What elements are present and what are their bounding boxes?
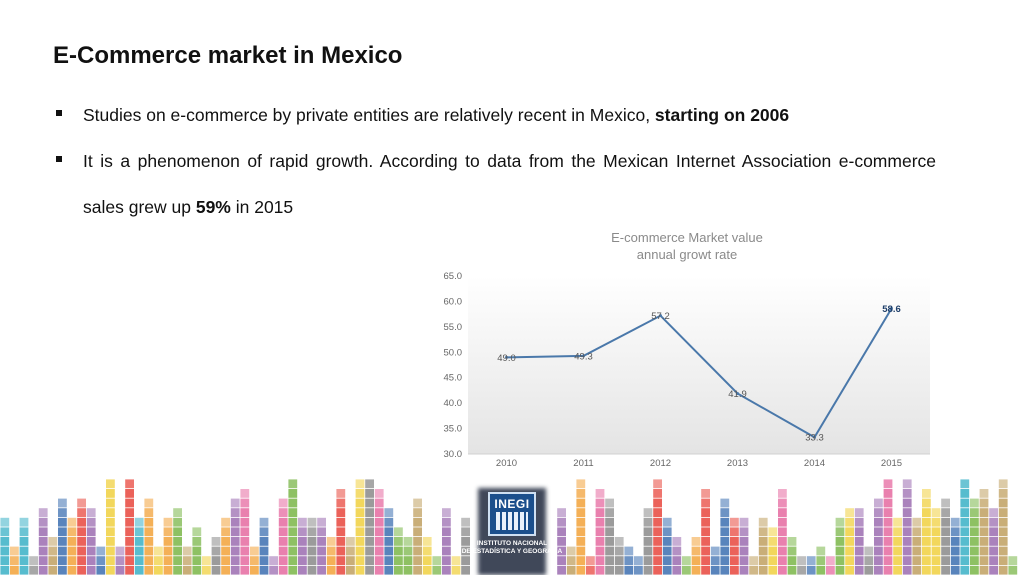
logo-caption-line1: INSTITUTO NACIONAL: [476, 540, 548, 547]
bullet-item: It is a phenomenon of rapid growth. Acco…: [53, 138, 936, 230]
x-tick-label: 2013: [727, 458, 748, 469]
bullet-text: It is a phenomenon of rapid growth. Acco…: [83, 151, 936, 217]
y-tick-label: 45.0: [444, 373, 463, 384]
data-point: [890, 307, 893, 311]
series-path: [506, 308, 893, 439]
inegi-logo: INEGI INSTITUTO NACIONAL DE ESTADÍSTICA …: [458, 488, 566, 575]
y-tick-label: 60.0: [444, 296, 463, 307]
y-axis: 30.0 35.0 40.0 45.0 50.0 55.0 60.0 65.0: [444, 271, 463, 460]
data-labels: 49.0 49.3 57.2 41.9 33.3 58.6: [497, 304, 901, 444]
chart-title: E-commerce Market value: [611, 230, 763, 245]
data-point: [813, 435, 816, 439]
logo-mark: INEGI: [488, 492, 536, 536]
bullet-emphasis: 59%: [195, 197, 231, 217]
bullet-item: Studies on e-commerce by private entitie…: [53, 92, 936, 138]
growth-line-chart: E-commerce Market value annual growt rat…: [444, 230, 930, 469]
data-label: 33.3: [805, 433, 824, 444]
data-point: [505, 355, 508, 359]
bullet-text: Studies on e-commerce by private entitie…: [83, 105, 655, 125]
x-tick-label: 2010: [496, 458, 517, 469]
bullet-tail: in 2015: [230, 197, 294, 217]
y-tick-label: 35.0: [444, 424, 463, 435]
y-tick-label: 50.0: [444, 347, 463, 358]
bullet-list: Studies on e-commerce by private entitie…: [53, 92, 936, 230]
y-tick-label: 65.0: [444, 271, 463, 282]
y-tick-label: 55.0: [444, 322, 463, 333]
plot-area: [468, 276, 930, 454]
logo-caption-line2: DE ESTADÍSTICA Y GEOGRAFÍA: [461, 548, 563, 555]
x-tick-label: 2015: [881, 458, 902, 469]
data-label: 58.6: [882, 304, 901, 315]
data-label: 49.0: [497, 353, 516, 364]
x-tick-label: 2012: [650, 458, 671, 469]
bullet-emphasis: starting on 2006: [654, 105, 790, 125]
data-label: 49.3: [574, 351, 593, 362]
data-point: [582, 354, 585, 358]
y-tick-label: 30.0: [444, 449, 463, 460]
decorative-pixel-band: [0, 479, 1018, 575]
logo-wordmark: INEGI: [494, 497, 530, 511]
data-point: [736, 391, 739, 395]
data-point: [659, 314, 662, 318]
x-tick-label: 2011: [573, 458, 593, 469]
x-axis: 2010 2011 2012 2013 2014 2015: [468, 453, 930, 469]
slide-title: E-Commerce market in Mexico: [53, 42, 403, 69]
logo-caption: INSTITUTO NACIONAL DE ESTADÍSTICA Y GEOG…: [458, 540, 566, 556]
data-label: 57.2: [651, 311, 670, 322]
chart-subtitle: annual growt rate: [637, 247, 737, 262]
y-tick-label: 40.0: [444, 398, 463, 409]
series-line: [506, 308, 893, 439]
x-tick-label: 2014: [804, 458, 825, 469]
data-label: 41.9: [728, 389, 747, 400]
